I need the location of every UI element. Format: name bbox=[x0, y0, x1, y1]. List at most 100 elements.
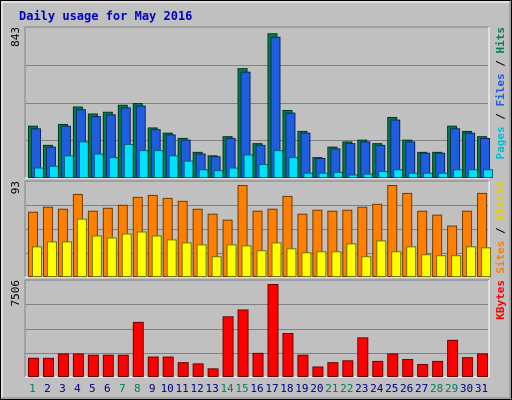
bar-sites-day-6 bbox=[106, 237, 117, 278]
bar-pages-day-5 bbox=[93, 153, 104, 178]
bar-pages-day-7 bbox=[123, 143, 134, 179]
day-label-9: 9 bbox=[149, 382, 156, 395]
day-label-23: 23 bbox=[355, 382, 368, 395]
day-label-17: 17 bbox=[265, 382, 278, 395]
day-label-7: 7 bbox=[119, 382, 126, 395]
bar-kbytes-day-16 bbox=[252, 352, 264, 377]
bar-files-day-25 bbox=[390, 119, 401, 179]
bar-kbytes-day-5 bbox=[87, 354, 99, 378]
axis-label-part: KBytes bbox=[494, 280, 507, 320]
bar-sites-day-9 bbox=[151, 235, 162, 277]
bar-kbytes-day-23 bbox=[357, 337, 369, 377]
bar-sites-day-13 bbox=[211, 256, 222, 277]
bar-kbytes-day-8 bbox=[132, 321, 144, 377]
bar-pages-day-30 bbox=[468, 169, 479, 179]
day-label-29: 29 bbox=[445, 382, 458, 395]
day-label-20: 20 bbox=[310, 382, 323, 395]
bar-kbytes-day-20 bbox=[312, 366, 324, 377]
day-label-25: 25 bbox=[385, 382, 398, 395]
bar-pages-day-23 bbox=[363, 173, 374, 178]
bar-sites-day-2 bbox=[46, 241, 57, 278]
axis-label-part: Hits bbox=[494, 27, 507, 54]
bar-pages-day-16 bbox=[258, 164, 269, 178]
axis-label-part: Pages bbox=[494, 126, 507, 159]
bar-pages-day-25 bbox=[393, 169, 404, 179]
bar-pages-day-28 bbox=[438, 172, 449, 178]
bar-sites-day-30 bbox=[466, 246, 477, 277]
bar-kbytes-day-24 bbox=[372, 360, 384, 377]
bar-pages-day-18 bbox=[288, 157, 299, 179]
bar-pages-day-15 bbox=[243, 154, 254, 179]
bar-pages-day-27 bbox=[423, 172, 434, 178]
bar-pages-day-20 bbox=[318, 172, 329, 178]
bar-sites-day-1 bbox=[32, 246, 42, 277]
axis-label-part: Files bbox=[494, 73, 507, 106]
bar-sites-day-5 bbox=[91, 235, 102, 277]
bar-sites-day-10 bbox=[166, 239, 177, 277]
day-label-28: 28 bbox=[430, 382, 443, 395]
bar-files-day-19 bbox=[300, 132, 311, 179]
bar-kbytes-day-3 bbox=[57, 353, 69, 377]
bar-pages-day-1 bbox=[34, 167, 44, 179]
day-label-30: 30 bbox=[460, 382, 473, 395]
bar-sites-day-7 bbox=[121, 233, 132, 277]
panel-bottom: 7506 KBytes bbox=[9, 279, 507, 378]
bar-pages-day-19 bbox=[303, 172, 314, 178]
bar-pages-day-10 bbox=[168, 155, 179, 179]
bar-sites-day-26 bbox=[406, 246, 417, 277]
axis-label-part: / bbox=[494, 221, 507, 241]
day-label-13: 13 bbox=[205, 382, 218, 395]
bar-pages-day-22 bbox=[348, 174, 359, 178]
day-label-12: 12 bbox=[191, 382, 204, 395]
day-label-15: 15 bbox=[235, 382, 248, 395]
panels-layer: 843 Pages / Files / Hits 93 Sites / Visits 7… bbox=[9, 26, 507, 378]
bar-sites-day-16 bbox=[256, 250, 267, 278]
bar-files-day-23 bbox=[360, 141, 371, 178]
bar-kbytes-day-15 bbox=[237, 309, 249, 378]
bar-sites-day-11 bbox=[181, 242, 192, 277]
day-label-14: 14 bbox=[220, 382, 234, 395]
panel-axis-label: Pages / Files / Hits bbox=[494, 27, 507, 160]
bar-pages-day-11 bbox=[183, 160, 194, 178]
bar-sites-day-24 bbox=[376, 240, 387, 277]
bar-kbytes-day-30 bbox=[462, 357, 474, 378]
bar-kbytes-day-21 bbox=[327, 362, 339, 378]
panel-mid: 93 Sites / Visits bbox=[9, 180, 507, 278]
bar-sites-day-27 bbox=[421, 254, 432, 278]
bar-sites-day-20 bbox=[316, 251, 327, 278]
bar-pages-day-14 bbox=[228, 167, 239, 179]
bar-kbytes-day-4 bbox=[72, 353, 84, 377]
panel-top: 843 Pages / Files / Hits bbox=[9, 26, 507, 179]
bar-sites-day-21 bbox=[331, 251, 342, 278]
axis-label-part: / bbox=[494, 54, 507, 74]
bar-kbytes-day-22 bbox=[342, 360, 354, 377]
bar-pages-day-29 bbox=[453, 169, 464, 179]
panel-axis-label: KBytes bbox=[494, 280, 507, 320]
bar-sites-day-19 bbox=[301, 252, 312, 277]
day-label-1: 1 bbox=[29, 382, 36, 395]
chart-title: Daily usage for May 2016 bbox=[19, 9, 192, 23]
day-label-31: 31 bbox=[475, 382, 488, 395]
bar-pages-day-8 bbox=[138, 150, 149, 178]
bar-kbytes-day-1 bbox=[28, 357, 39, 377]
bar-files-day-26 bbox=[405, 141, 416, 178]
panel-max-label: 93 bbox=[9, 181, 22, 194]
bar-kbytes-day-6 bbox=[102, 354, 114, 378]
bar-pages-day-12 bbox=[198, 169, 209, 179]
bar-sites-day-31 bbox=[481, 247, 492, 278]
bar-kbytes-day-17 bbox=[267, 284, 279, 377]
bar-pages-day-26 bbox=[408, 172, 419, 178]
day-label-5: 5 bbox=[89, 382, 96, 395]
bar-sites-day-23 bbox=[361, 256, 372, 277]
bar-pages-day-6 bbox=[108, 157, 119, 179]
bar-pages-day-4 bbox=[78, 141, 89, 178]
panel-axis-label: Sites / Visits bbox=[494, 181, 507, 274]
day-label-26: 26 bbox=[400, 382, 413, 395]
bar-sites-day-22 bbox=[346, 243, 357, 277]
bar-kbytes-day-14 bbox=[222, 316, 234, 378]
day-label-21: 21 bbox=[325, 382, 338, 395]
day-label-8: 8 bbox=[134, 382, 141, 395]
day-label-10: 10 bbox=[161, 382, 174, 395]
bar-sites-day-29 bbox=[451, 255, 462, 277]
day-label-3: 3 bbox=[59, 382, 66, 395]
